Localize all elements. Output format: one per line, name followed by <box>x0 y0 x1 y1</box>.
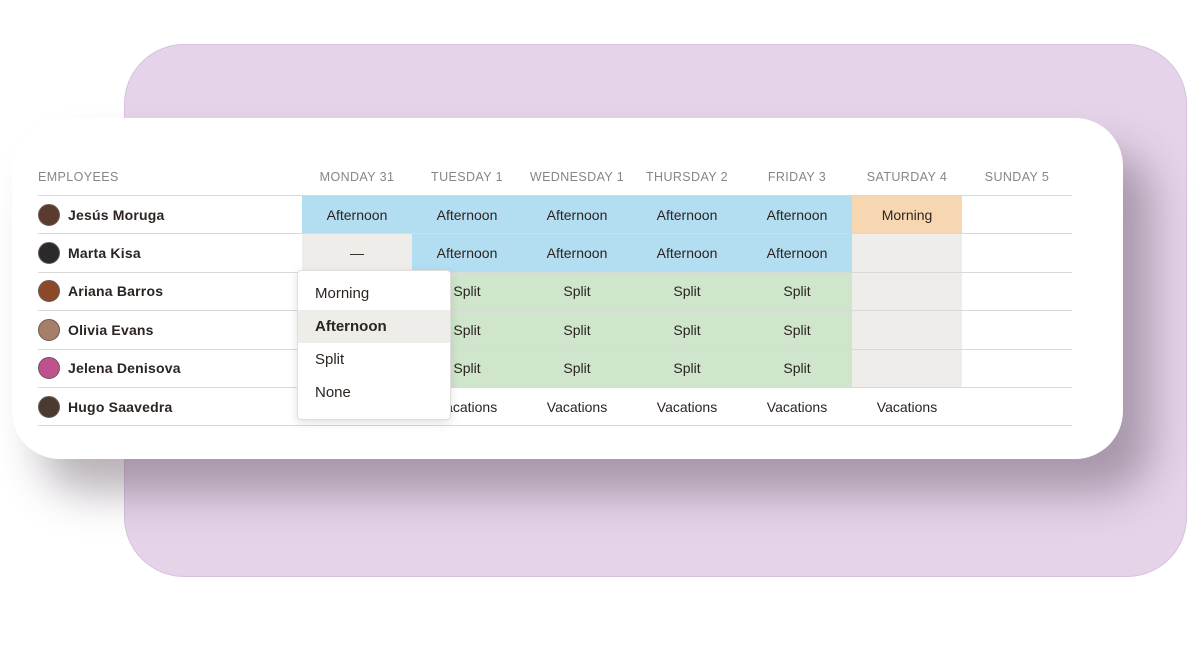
shift-cell[interactable]: Split <box>632 272 742 311</box>
shift-cell[interactable]: Morning <box>852 196 962 234</box>
employee-row: Olivia Evans Split Split Split Split <box>38 311 1072 350</box>
shift-cell[interactable]: Afternoon <box>632 234 742 272</box>
avatar <box>38 395 60 418</box>
shift-cell[interactable]: Split <box>742 349 852 387</box>
dropdown-option-morning[interactable]: Morning <box>315 285 370 302</box>
employee-cell: Jelena Denisova <box>38 350 302 387</box>
shift-cell[interactable]: Vacations <box>436 398 498 415</box>
employees-header: EMPLOYEES <box>38 170 119 184</box>
day-header-sunday: SUNDAY 5 <box>984 170 1050 184</box>
shift-dropdown-menu: Morning Afternoon Split None <box>297 270 451 420</box>
employee-cell: Olivia Evans <box>38 311 302 348</box>
employee-row: Hugo Saavedra Vacations Vacations Vacati… <box>38 388 1072 427</box>
shift-cell[interactable]: Afternoon <box>412 234 522 272</box>
shift-cell[interactable] <box>962 350 1072 387</box>
shift-cell[interactable]: Split <box>522 349 632 387</box>
employee-cell: Hugo Saavedra <box>38 388 302 425</box>
employee-cell: Marta Kisa <box>38 234 302 271</box>
dropdown-option-afternoon[interactable]: Afternoon <box>298 310 450 343</box>
shift-cell[interactable]: Split <box>522 272 632 311</box>
employee-name: Ariana Barros <box>68 283 164 300</box>
employee-name: Jelena Denisova <box>68 360 181 377</box>
shift-cell[interactable]: Vacations <box>546 398 608 415</box>
dropdown-option-none[interactable]: None <box>315 384 351 401</box>
employee-row: Ariana Barros Split Split Split Split <box>38 272 1072 312</box>
day-header-saturday: SATURDAY 4 <box>866 170 948 184</box>
shift-cell[interactable]: Vacations <box>656 398 718 415</box>
shift-cell[interactable]: Afternoon <box>742 196 852 234</box>
header-row: EMPLOYEES MONDAY 31 TUESDAY 1 WEDNESDAY … <box>38 170 1072 196</box>
employee-cell: Ariana Barros <box>38 273 302 310</box>
shift-cell[interactable]: Split <box>632 349 742 387</box>
shift-cell[interactable] <box>852 311 962 349</box>
employee-row: Jesús Moruga Afternoon Afternoon Afterno… <box>38 196 1072 235</box>
shift-cell[interactable]: Vacations <box>766 398 828 415</box>
shift-cell[interactable]: Afternoon <box>742 234 852 272</box>
shift-cell[interactable]: Afternoon <box>302 196 412 234</box>
shift-cell[interactable]: Vacations <box>876 398 938 415</box>
avatar <box>38 280 60 303</box>
shift-cell[interactable]: Split <box>742 272 852 311</box>
day-header-thursday: THURSDAY 2 <box>645 170 729 184</box>
day-header-friday: FRIDAY 3 <box>767 170 827 184</box>
shift-cell[interactable]: Afternoon <box>412 196 522 234</box>
shift-cell[interactable]: Split <box>522 311 632 349</box>
employee-name: Olivia Evans <box>68 321 154 338</box>
avatar <box>38 357 60 380</box>
schedule-grid: EMPLOYEES MONDAY 31 TUESDAY 1 WEDNESDAY … <box>38 170 1072 427</box>
shift-cell[interactable] <box>852 349 962 387</box>
shift-cell[interactable] <box>962 234 1072 271</box>
day-header-wednesday: WEDNESDAY 1 <box>529 170 625 184</box>
day-header-tuesday: TUESDAY 1 <box>431 170 503 184</box>
shift-cell[interactable] <box>962 196 1072 233</box>
shift-cell[interactable] <box>962 273 1072 310</box>
employee-row: Jelena Denisova Split Split Split Split <box>38 349 1072 388</box>
schedule-card: EMPLOYEES MONDAY 31 TUESDAY 1 WEDNESDAY … <box>12 118 1123 459</box>
shift-cell[interactable] <box>962 388 1072 425</box>
shift-cell[interactable]: Afternoon <box>632 196 742 234</box>
avatar <box>38 318 60 341</box>
shift-cell[interactable]: Split <box>632 311 742 349</box>
shift-cell[interactable]: Split <box>742 311 852 349</box>
shift-cell[interactable] <box>852 234 962 272</box>
employee-name: Marta Kisa <box>68 245 141 262</box>
day-header-monday: MONDAY 31 <box>319 170 395 184</box>
avatar <box>38 203 60 226</box>
dropdown-option-split[interactable]: Split <box>315 351 345 368</box>
shift-cell[interactable] <box>962 311 1072 348</box>
shift-cell-active[interactable]: — <box>302 234 412 272</box>
shift-cell[interactable] <box>852 272 962 311</box>
employee-name: Jesús Moruga <box>68 206 165 223</box>
avatar <box>38 242 60 265</box>
shift-cell[interactable]: Afternoon <box>522 234 632 272</box>
shift-cell[interactable]: Afternoon <box>522 196 632 234</box>
employee-row: Marta Kisa — Afternoon Afternoon Afterno… <box>38 234 1072 273</box>
employee-name: Hugo Saavedra <box>68 398 173 415</box>
employee-cell: Jesús Moruga <box>38 196 302 233</box>
